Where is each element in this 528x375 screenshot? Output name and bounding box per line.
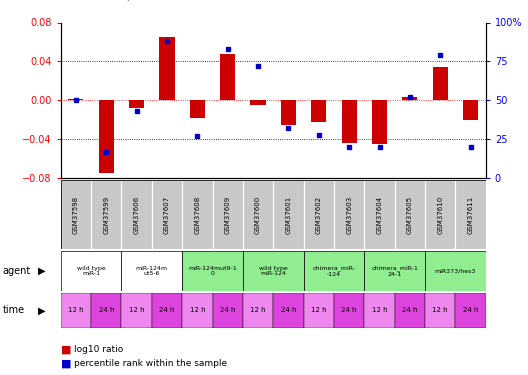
Text: 24 h: 24 h: [159, 308, 175, 314]
Text: 24 h: 24 h: [463, 308, 478, 314]
Text: GSM37609: GSM37609: [225, 196, 231, 234]
Bar: [152, 180, 182, 249]
Text: 24 h: 24 h: [220, 308, 235, 314]
Bar: [212, 180, 243, 249]
Text: 24 h: 24 h: [281, 308, 296, 314]
Bar: [364, 292, 395, 328]
Bar: [250, 100, 266, 105]
Text: log10 ratio: log10 ratio: [74, 345, 123, 354]
Bar: [68, 99, 83, 100]
Text: GSM37610: GSM37610: [437, 196, 443, 234]
Text: ■: ■: [61, 345, 71, 354]
Bar: [61, 292, 91, 328]
Bar: [432, 67, 448, 100]
Text: 12 h: 12 h: [250, 308, 266, 314]
Bar: [364, 180, 395, 249]
Bar: [61, 180, 91, 249]
Bar: [91, 292, 121, 328]
Bar: [425, 251, 486, 291]
Bar: [394, 292, 425, 328]
Text: time: time: [3, 305, 25, 315]
Bar: [61, 251, 121, 291]
Bar: [274, 180, 304, 249]
Text: GSM37605: GSM37605: [407, 196, 413, 234]
Text: GSM37604: GSM37604: [376, 196, 382, 234]
Bar: [121, 180, 152, 249]
Text: GSM37599: GSM37599: [103, 196, 109, 234]
Bar: [334, 292, 364, 328]
Bar: [402, 98, 418, 100]
Bar: [129, 100, 144, 108]
Text: GSM37606: GSM37606: [134, 196, 139, 234]
Bar: [182, 292, 212, 328]
Bar: [364, 251, 425, 291]
Bar: [190, 100, 205, 118]
Text: percentile rank within the sample: percentile rank within the sample: [74, 359, 227, 368]
Text: GSM37611: GSM37611: [468, 196, 474, 234]
Text: 24 h: 24 h: [342, 308, 357, 314]
Text: GSM37598: GSM37598: [73, 196, 79, 234]
Text: GSM37608: GSM37608: [194, 196, 200, 234]
Text: 12 h: 12 h: [68, 308, 84, 314]
Bar: [212, 292, 243, 328]
Text: 24 h: 24 h: [99, 308, 114, 314]
Bar: [372, 100, 387, 144]
Bar: [304, 180, 334, 249]
Text: GDS1858 / 10000626510: GDS1858 / 10000626510: [61, 0, 229, 2]
Text: agent: agent: [3, 266, 31, 276]
Bar: [463, 100, 478, 120]
Bar: [121, 292, 152, 328]
Bar: [220, 54, 235, 100]
Bar: [394, 180, 425, 249]
Text: chimera_miR-
-124: chimera_miR- -124: [313, 265, 355, 277]
Text: 24 h: 24 h: [402, 308, 418, 314]
Text: 12 h: 12 h: [432, 308, 448, 314]
Bar: [311, 100, 326, 122]
Text: 12 h: 12 h: [311, 308, 327, 314]
Text: miR373/hes3: miR373/hes3: [435, 268, 476, 273]
Bar: [304, 292, 334, 328]
Bar: [281, 100, 296, 124]
Bar: [182, 251, 243, 291]
Bar: [159, 37, 175, 100]
Text: 12 h: 12 h: [190, 308, 205, 314]
Bar: [425, 180, 455, 249]
Bar: [334, 180, 364, 249]
Bar: [455, 292, 486, 328]
Text: GSM37600: GSM37600: [255, 196, 261, 234]
Bar: [425, 292, 455, 328]
Bar: [243, 251, 304, 291]
Text: ▶: ▶: [38, 266, 45, 276]
Text: chimera_miR-1
24-1: chimera_miR-1 24-1: [371, 265, 418, 277]
Bar: [91, 180, 121, 249]
Bar: [243, 180, 274, 249]
Text: GSM37602: GSM37602: [316, 196, 322, 234]
Text: miR-124mut9-1
0: miR-124mut9-1 0: [188, 266, 237, 276]
Bar: [121, 251, 182, 291]
Text: GSM37603: GSM37603: [346, 196, 352, 234]
Bar: [304, 251, 364, 291]
Text: wild type
miR-124: wild type miR-124: [259, 266, 288, 276]
Text: 12 h: 12 h: [372, 308, 388, 314]
Bar: [243, 292, 274, 328]
Text: GSM37601: GSM37601: [286, 196, 291, 234]
Bar: [182, 180, 212, 249]
Text: 12 h: 12 h: [129, 308, 145, 314]
Bar: [152, 292, 182, 328]
Bar: [342, 100, 357, 143]
Text: miR-124m
ut5-6: miR-124m ut5-6: [136, 266, 168, 276]
Text: wild type
miR-1: wild type miR-1: [77, 266, 106, 276]
Text: GSM37607: GSM37607: [164, 196, 170, 234]
Text: ■: ■: [61, 359, 71, 369]
Bar: [455, 180, 486, 249]
Text: ▶: ▶: [38, 305, 45, 315]
Bar: [99, 100, 114, 173]
Bar: [274, 292, 304, 328]
